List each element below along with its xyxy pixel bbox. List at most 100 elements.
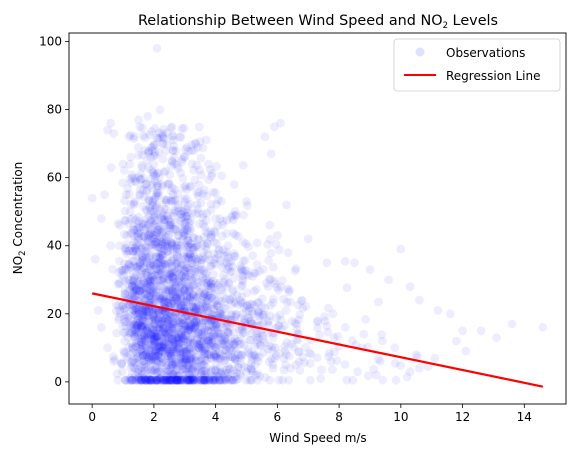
observation-point: [127, 329, 136, 338]
observation-point: [127, 282, 137, 291]
observation-point: [165, 270, 175, 280]
observation-point: [252, 353, 261, 362]
observation-point: [150, 352, 160, 361]
observation-point: [278, 375, 287, 385]
observation-point: [148, 311, 158, 321]
x-tick-label: 2: [150, 410, 158, 424]
observation-point: [188, 296, 198, 306]
observation-point: [140, 321, 150, 331]
observation-point: [171, 243, 181, 253]
observation-point: [135, 122, 145, 132]
observation-point: [361, 314, 370, 324]
observation-point: [159, 298, 168, 307]
observation-point: [253, 356, 263, 366]
observation-point: [147, 233, 157, 243]
observation-point: [268, 298, 278, 308]
observation-point: [125, 311, 134, 321]
observation-point: [164, 214, 174, 224]
observation-point: [143, 163, 153, 173]
observation-point: [144, 355, 154, 365]
observation-point: [279, 354, 289, 363]
observation-point: [144, 374, 154, 384]
observation-point: [276, 118, 285, 128]
observation-point: [238, 276, 248, 286]
observation-point: [146, 285, 155, 294]
observation-point: [230, 207, 240, 216]
observation-point: [147, 143, 156, 152]
observation-point: [173, 357, 183, 367]
observation-point: [124, 246, 134, 256]
observation-point: [193, 235, 203, 244]
observation-point: [161, 367, 171, 376]
observation-point: [113, 280, 123, 289]
observation-point: [152, 375, 162, 385]
observation-point: [225, 295, 235, 304]
observation-point: [212, 253, 222, 263]
observation-point: [160, 259, 170, 269]
observation-point: [245, 299, 255, 309]
observation-point: [157, 354, 167, 364]
observation-point: [225, 364, 234, 374]
observation-point: [211, 322, 220, 332]
observation-point: [253, 335, 262, 345]
observation-point: [159, 291, 168, 301]
observation-point: [175, 353, 185, 362]
observation-point: [164, 329, 174, 339]
observation-point: [244, 242, 254, 252]
observation-point: [129, 286, 139, 296]
observation-point: [188, 255, 197, 265]
observation-point: [221, 339, 230, 349]
observation-point: [186, 320, 195, 329]
observation-point: [240, 315, 250, 324]
observation-point: [153, 351, 163, 361]
observation-point: [227, 346, 237, 356]
observation-point: [213, 221, 223, 231]
observation-point: [159, 204, 169, 214]
observation-point: [232, 337, 241, 347]
observation-point: [135, 227, 145, 237]
observation-point: [162, 195, 171, 205]
observation-point: [157, 358, 166, 368]
observation-point: [209, 330, 219, 340]
observation-point: [231, 354, 240, 363]
observation-point: [129, 246, 139, 256]
observation-point: [152, 331, 162, 341]
observation-point: [247, 328, 256, 338]
observation-point: [212, 301, 222, 310]
observation-point: [114, 267, 124, 277]
observation-point: [213, 329, 223, 339]
observation-point: [142, 307, 151, 316]
observation-point: [284, 351, 294, 361]
observation-point: [179, 340, 189, 350]
observation-point: [139, 369, 149, 379]
observation-point: [143, 375, 153, 385]
observation-point: [183, 226, 192, 236]
regression-line: [91, 292, 544, 388]
observation-point: [200, 345, 210, 355]
observation-point: [189, 243, 198, 253]
observation-point: [188, 360, 198, 370]
observation-point: [164, 275, 174, 285]
observation-point: [179, 273, 189, 282]
observation-point: [202, 191, 212, 201]
observation-point: [171, 375, 180, 385]
observation-point: [133, 375, 143, 385]
observation-point: [190, 374, 200, 384]
observation-point: [187, 327, 197, 337]
observation-point: [186, 346, 196, 356]
observation-point: [191, 242, 201, 252]
observation-point: [143, 311, 153, 320]
observation-point: [212, 199, 221, 209]
observation-point: [202, 322, 212, 332]
observation-point: [128, 301, 138, 311]
observation-point: [196, 368, 206, 377]
observation-point: [131, 331, 141, 341]
observation-point: [142, 324, 152, 334]
observation-point: [196, 259, 206, 268]
observation-point: [177, 332, 187, 342]
observation-point: [122, 352, 132, 362]
observation-point: [122, 240, 132, 249]
observation-point: [249, 286, 259, 296]
observation-point: [342, 375, 352, 385]
observation-point: [130, 173, 140, 183]
